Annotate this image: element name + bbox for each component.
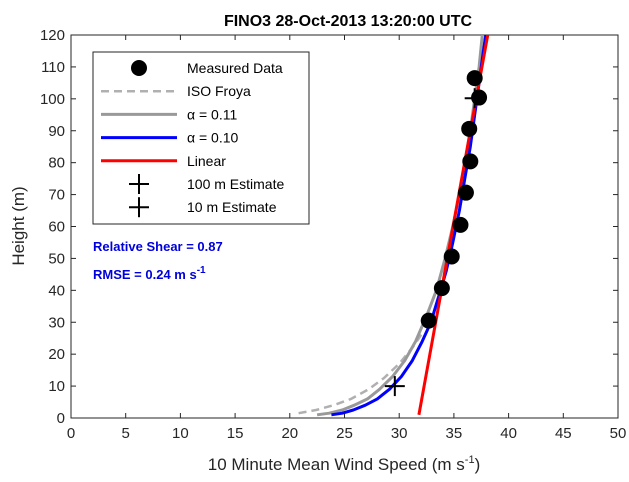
data-point	[420, 312, 437, 329]
y-tick-label: 60	[48, 219, 65, 236]
legend-marker-circle	[131, 60, 147, 76]
data-point	[466, 70, 483, 87]
y-tick-label: 0	[57, 410, 65, 427]
x-axis-label: 10 Minute Mean Wind Speed (m s-1)	[208, 454, 480, 474]
legend-label: Linear	[187, 153, 226, 169]
y-tick-label: 100	[40, 91, 65, 108]
y-tick-label: 70	[48, 187, 65, 204]
y-tick-label: 120	[40, 27, 65, 44]
legend-label: α = 0.10	[187, 130, 239, 146]
annotations: Relative Shear = 0.87 RMSE = 0.24 m s-1	[93, 239, 223, 282]
x-tick-label: 25	[336, 425, 353, 442]
chart-title: FINO3 28-Oct-2013 13:20:00 UTC	[224, 13, 473, 30]
axis-ticks: 0 5 10 15 20 25 30 35 40 45 50 0 10 20 30 40 50 60 70 80 90 1…	[40, 27, 626, 442]
series-line--0-10	[331, 35, 488, 417]
x-tick-label: 10	[172, 425, 189, 442]
legend-label: α = 0.11	[187, 106, 237, 122]
legend-label: 100 m Estimate	[187, 176, 284, 192]
annotation-text-main: Relative Shear = 0.87	[93, 239, 223, 254]
legend: Measured Data ISO Froya α = 0.11 α = 0.10 Li…	[92, 51, 310, 225]
y-tick-label: 40	[48, 282, 65, 299]
x-axis-label-end: )	[475, 455, 481, 474]
x-tick-label: 35	[446, 425, 463, 442]
y-tick-label: 80	[48, 155, 65, 172]
annotation-text-main: RMSE = 0.24 m s	[93, 267, 197, 282]
annotation-text-sup: -1	[197, 265, 206, 276]
y-tick-label: 110	[41, 59, 65, 76]
y-axis-label: Height (m)	[9, 186, 28, 265]
data-point	[433, 280, 450, 297]
x-tick-label: 50	[610, 425, 627, 442]
data-point	[457, 184, 474, 201]
data-point	[443, 248, 460, 265]
x-tick-label: 15	[227, 425, 244, 442]
legend-label: Measured Data	[187, 60, 283, 76]
series-layer	[298, 35, 490, 417]
y-tick-label: 30	[48, 314, 65, 331]
y-tick-label: 50	[48, 250, 65, 267]
annotation-text: RMSE = 0.24 m s-1	[93, 265, 206, 282]
data-point	[461, 120, 478, 137]
x-tick-label: 0	[67, 425, 75, 442]
x-tick-label: 40	[500, 425, 517, 442]
legend-label: 10 m Estimate	[187, 199, 277, 215]
legend-label: ISO Froya	[187, 83, 251, 99]
y-tick-label: 20	[48, 346, 65, 363]
x-tick-label: 20	[281, 425, 298, 442]
x-tick-label: 45	[555, 425, 572, 442]
x-tick-label: 5	[122, 425, 130, 442]
y-tick-label: 10	[48, 378, 65, 395]
x-tick-label: 30	[391, 425, 408, 442]
y-tick-label: 90	[48, 123, 65, 140]
annotation-text: Relative Shear = 0.87	[93, 239, 223, 254]
x-axis-label-main: 10 Minute Mean Wind Speed (m s	[208, 455, 465, 474]
data-point	[452, 216, 469, 233]
x-axis-label-sup: -1	[465, 454, 475, 466]
data-point	[462, 153, 479, 170]
